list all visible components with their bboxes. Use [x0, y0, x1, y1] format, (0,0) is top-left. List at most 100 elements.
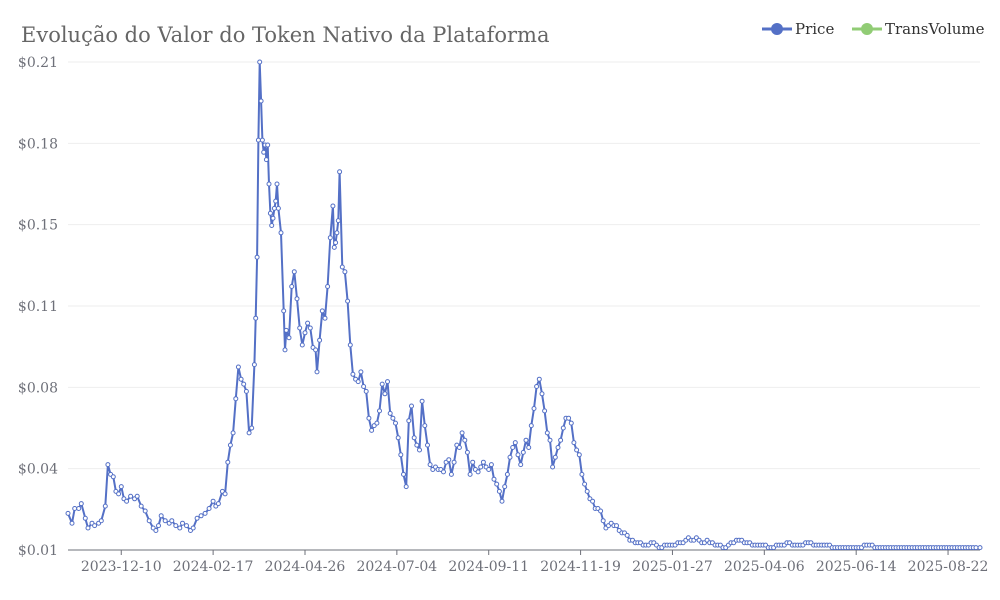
price-point [297, 325, 303, 331]
price-point [574, 447, 580, 453]
price-point [520, 449, 526, 455]
price-point [467, 471, 473, 477]
price-point [385, 379, 390, 385]
price-point [579, 471, 585, 477]
price-point [598, 508, 604, 514]
legend-item-transvolume[interactable]: TransVolume [852, 20, 985, 38]
x-tick-label: 2025-04-06 [724, 559, 805, 575]
price-point [387, 410, 393, 416]
price-point [257, 59, 263, 65]
price-point [550, 464, 556, 470]
price-point [600, 518, 606, 524]
price-point [419, 398, 425, 404]
price-point [275, 205, 281, 211]
price-point [246, 430, 252, 436]
price-point [313, 347, 319, 353]
y-tick-label: $0.18 [18, 136, 58, 152]
price-point [173, 523, 179, 529]
price-point [528, 423, 534, 429]
price-point [134, 493, 140, 499]
price-point [333, 240, 339, 246]
price-point [233, 396, 239, 402]
price-point [255, 137, 261, 143]
price-point [92, 523, 98, 529]
legend-price-label: Price [795, 20, 834, 38]
x-axis: 2023-12-10 2024-02-17 2024-04-26 2024-07-04… [68, 549, 988, 575]
price-point [261, 149, 267, 155]
price-point [82, 515, 88, 521]
price-point [350, 371, 356, 377]
price-point [69, 520, 75, 526]
price-point [355, 379, 361, 385]
price-point [568, 420, 574, 426]
price-point [401, 471, 406, 477]
price-point [305, 320, 311, 326]
price-point [398, 452, 404, 458]
price-point [393, 420, 398, 426]
price-point [496, 488, 502, 494]
price-point [379, 381, 385, 387]
price-point [282, 347, 288, 353]
price-point [480, 459, 486, 465]
price-point [409, 403, 414, 409]
legend-price-marker [771, 23, 783, 35]
legend-transvolume-label: TransVolume [885, 20, 985, 38]
y-tick-label: $0.04 [18, 462, 58, 478]
price-point [238, 376, 244, 382]
price-point [358, 369, 364, 375]
price-point [124, 498, 130, 504]
price-point [369, 427, 375, 433]
price-point [227, 442, 233, 448]
chart-title: Evolução do Valor do Token Nativo da Pla… [21, 23, 550, 47]
price-point [243, 388, 249, 394]
price-point [78, 501, 84, 507]
price-point [977, 545, 983, 551]
price-point [363, 388, 369, 394]
price-point [499, 498, 505, 504]
price-point [552, 454, 558, 460]
price-point [475, 469, 481, 475]
price-point [325, 284, 331, 289]
price-point [446, 457, 452, 463]
price-point [331, 244, 337, 250]
price-point [222, 491, 228, 497]
price-point [441, 469, 446, 475]
price-point [339, 264, 345, 270]
price-point [531, 406, 537, 411]
price-point [345, 298, 351, 304]
price-point [558, 437, 564, 443]
y-tick-label: $0.01 [18, 543, 58, 559]
price-point [265, 142, 271, 148]
price-point [448, 471, 454, 477]
price-point [322, 315, 328, 321]
price-point [512, 440, 518, 446]
price-point [555, 445, 561, 450]
price-point [534, 384, 540, 389]
price-point [206, 506, 212, 511]
price-point [254, 254, 260, 260]
price-point [169, 518, 175, 524]
price-point [494, 481, 500, 487]
price-point [319, 308, 325, 314]
legend-item-price[interactable]: Price [762, 20, 834, 38]
price-point [347, 342, 353, 348]
price-point [406, 418, 412, 424]
price-point [65, 510, 71, 516]
price-point [286, 335, 292, 341]
price-point [230, 430, 236, 436]
y-tick-label: $0.11 [18, 299, 58, 315]
price-point [566, 415, 572, 421]
price-point [194, 515, 200, 521]
legend[interactable]: Price TransVolume [762, 20, 985, 38]
price-point [488, 462, 494, 468]
price-point [283, 327, 289, 333]
price-point [198, 513, 204, 519]
price-point [85, 525, 91, 531]
price-point [278, 230, 284, 236]
price-point [414, 442, 420, 448]
price-point [464, 449, 470, 455]
price-point [253, 315, 259, 321]
price-point [294, 296, 300, 302]
price-point [251, 362, 257, 368]
